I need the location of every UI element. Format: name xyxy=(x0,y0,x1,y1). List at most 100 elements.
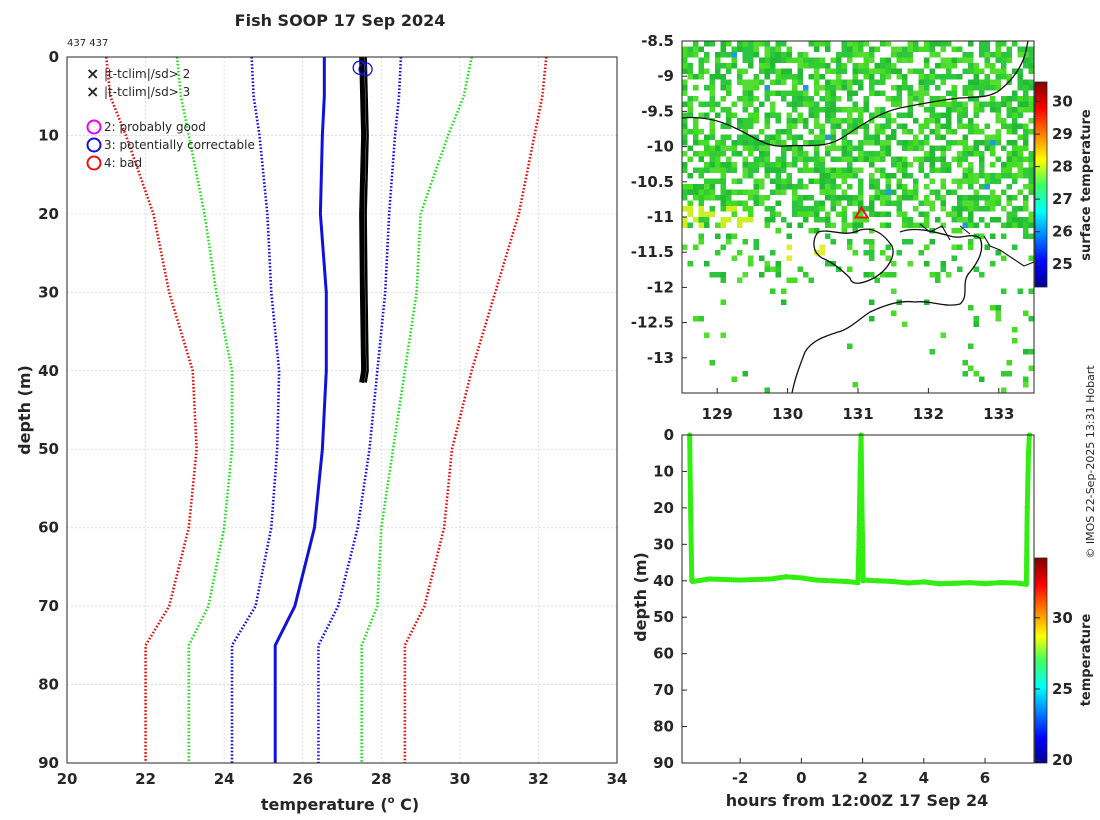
profile-series-line xyxy=(175,56,234,763)
map-triangle-icon xyxy=(853,205,870,219)
map-y-tick-label: -8.5 xyxy=(641,32,674,50)
profile-series xyxy=(104,56,548,763)
map-y-tick-label: -12 xyxy=(647,278,674,296)
profile-y-ticks: 0 10 20 30 40 50 60 70 80 90 xyxy=(38,48,59,772)
profile-series-line xyxy=(104,56,198,763)
map-colorbar-tick-label: 25 xyxy=(1052,255,1073,273)
profile-x-tick-label: 32 xyxy=(528,770,549,788)
map-y-tick-label: -10.5 xyxy=(631,173,674,191)
profile-x-ticks: 20 22 24 26 28 30 32 34 xyxy=(57,770,628,788)
time-depth-colorbar-label: temperature xyxy=(1079,614,1094,707)
map-y-tick-label: -10 xyxy=(647,138,674,156)
time-depth-x-tick-label: 2 xyxy=(857,769,867,787)
legend-red-cross-icon: × xyxy=(86,82,99,101)
profile-y-tick-label: 70 xyxy=(38,597,59,615)
profile-x-tick-label: 34 xyxy=(607,770,628,788)
time-depth-colorbar-ticks: 20 25 30 xyxy=(1035,609,1073,769)
map-y-tick-label: -9.5 xyxy=(641,102,674,120)
map-colorbar-label: surface temperature xyxy=(1079,109,1094,261)
profile-y-tick-label: 10 xyxy=(38,126,59,144)
map-colorbar-tick-label: 30 xyxy=(1052,93,1073,111)
time-depth-colorbar-tick-label: 25 xyxy=(1052,680,1073,698)
map-island-bathurst xyxy=(813,228,894,284)
profile-x-tick-label: 28 xyxy=(371,770,392,788)
map-y-tick-label: -11 xyxy=(647,208,674,226)
map-colorbar-tick-label: 28 xyxy=(1052,158,1073,176)
profile-x-tick-label: 22 xyxy=(135,770,156,788)
time-depth-y-tick-label: 60 xyxy=(653,645,674,663)
map-colorbar-tick-label: 27 xyxy=(1052,190,1073,208)
map-x-tick-label: 133 xyxy=(983,405,1014,423)
time-depth-x-tick-label: 4 xyxy=(919,769,929,787)
time-depth-colorbar-tick-label: 30 xyxy=(1052,609,1073,627)
map-y-tick-label: -12.5 xyxy=(631,314,674,332)
map-y-tick-label: -9 xyxy=(657,67,674,85)
map-y-tick-label: -11.5 xyxy=(631,243,674,261)
map-x-tick-label: 130 xyxy=(772,405,803,423)
profile-y-tick-label: 0 xyxy=(49,48,59,66)
map-colorbar-tick-label: 29 xyxy=(1052,125,1073,143)
legend-bad-label: 4: bad xyxy=(104,156,142,170)
legend-green-cross-icon: × xyxy=(86,64,99,83)
profile-y-tick-label: 50 xyxy=(38,440,59,458)
map-colorbar xyxy=(1034,81,1048,288)
time-depth-y-tick-label: 80 xyxy=(653,718,674,736)
time-depth-colorbar-tick-label: 20 xyxy=(1052,751,1073,769)
profile-series-line xyxy=(230,56,281,763)
profile-series-line xyxy=(403,56,548,763)
profile-panel: 20 22 24 26 28 30 32 34 0 10 20 30 40 50 60 70 80 90 tem… xyxy=(15,48,627,814)
profile-grid xyxy=(67,57,617,763)
profile-x-tick-label: 20 xyxy=(57,770,78,788)
time-depth-y-tick-label: 10 xyxy=(653,462,674,480)
credit-label: © IMOS 22-Sep-2025 13:31 Hobart xyxy=(1084,365,1097,559)
time-depth-y-ticks: 0 10 20 30 40 50 60 70 80 90 xyxy=(653,426,687,772)
map-coastline-peninsula xyxy=(919,223,1035,267)
time-depth-x-tick-label: 0 xyxy=(796,769,806,787)
profile-y-label: depth (m) xyxy=(15,365,34,455)
legend-magenta-circle-icon xyxy=(86,119,102,135)
legend-2sd-label: |t-tclim|/sd> 2 xyxy=(104,67,190,81)
qc-flag-circle xyxy=(352,60,367,75)
time-depth-y-tick-label: 40 xyxy=(653,572,674,590)
map-colorbar-ticks: 25 26 27 28 29 30 xyxy=(1035,93,1073,273)
qc-flag-circle xyxy=(358,62,373,77)
profile-y-tick-label: 80 xyxy=(38,676,59,694)
profile-y-tick-label: 20 xyxy=(38,205,59,223)
legend-blue-circle-icon xyxy=(86,137,102,153)
map-sst-cells xyxy=(682,41,1034,393)
profile-axes-box xyxy=(66,56,618,764)
profile-y-tick-label: 60 xyxy=(38,519,59,537)
map-panel: 129 130 131 132 133 -8.5 -9 -9.5 -10 -10.5 -11 -11… xyxy=(631,32,1094,423)
legend-3sd-label: |t-tclim|/sd> 3 xyxy=(104,85,190,99)
time-depth-y-label: depth (m) xyxy=(631,552,650,642)
profile-legend: × |t-tclim|/sd> 2 × |t-tclim|/sd> 3 2: p… xyxy=(86,64,255,171)
time-depth-axes-box xyxy=(681,434,1035,764)
profile-x-tick-label: 26 xyxy=(292,770,313,788)
time-depth-y-tick-label: 50 xyxy=(653,608,674,626)
map-coastline-north xyxy=(681,40,1029,147)
legend-red-circle-icon xyxy=(86,155,102,171)
observed-profile-line xyxy=(364,56,369,383)
time-depth-y-tick-label: 20 xyxy=(653,499,674,517)
time-depth-panel: -2 0 2 4 6 0 10 20 30 40 50 60 70 80 90 hours from 12… xyxy=(631,426,1094,810)
observed-profile-line xyxy=(359,56,367,383)
profile-series-line xyxy=(317,56,403,763)
time-depth-y-tick-label: 70 xyxy=(653,681,674,699)
profile-series-line xyxy=(360,56,473,763)
map-y-ticks: -8.5 -9 -9.5 -10 -10.5 -11 -11.5 -12 -12.5 -13 xyxy=(631,32,687,367)
map-position-marker-icon xyxy=(853,205,870,219)
legend-correctable-label: 3: potentially correctable xyxy=(104,138,255,152)
profile-y-tick-label: 90 xyxy=(38,754,59,772)
profile-x-label: temperature (o C) xyxy=(261,795,419,814)
figure-title: Fish SOOP 17 Sep 2024 xyxy=(235,11,446,30)
map-colorbar-tick-label: 26 xyxy=(1052,223,1073,241)
profile-y-tick-label: 40 xyxy=(38,362,59,380)
map-y-tick-label: -13 xyxy=(647,349,674,367)
legend-probably-good-label: 2: probably good xyxy=(104,120,206,134)
time-depth-points xyxy=(687,432,1033,588)
profile-count-label: 437 437 xyxy=(67,38,108,49)
profile-series-line xyxy=(273,57,328,763)
time-depth-x-ticks: -2 0 2 4 6 xyxy=(732,758,990,787)
time-depth-x-tick-label: -2 xyxy=(732,769,749,787)
